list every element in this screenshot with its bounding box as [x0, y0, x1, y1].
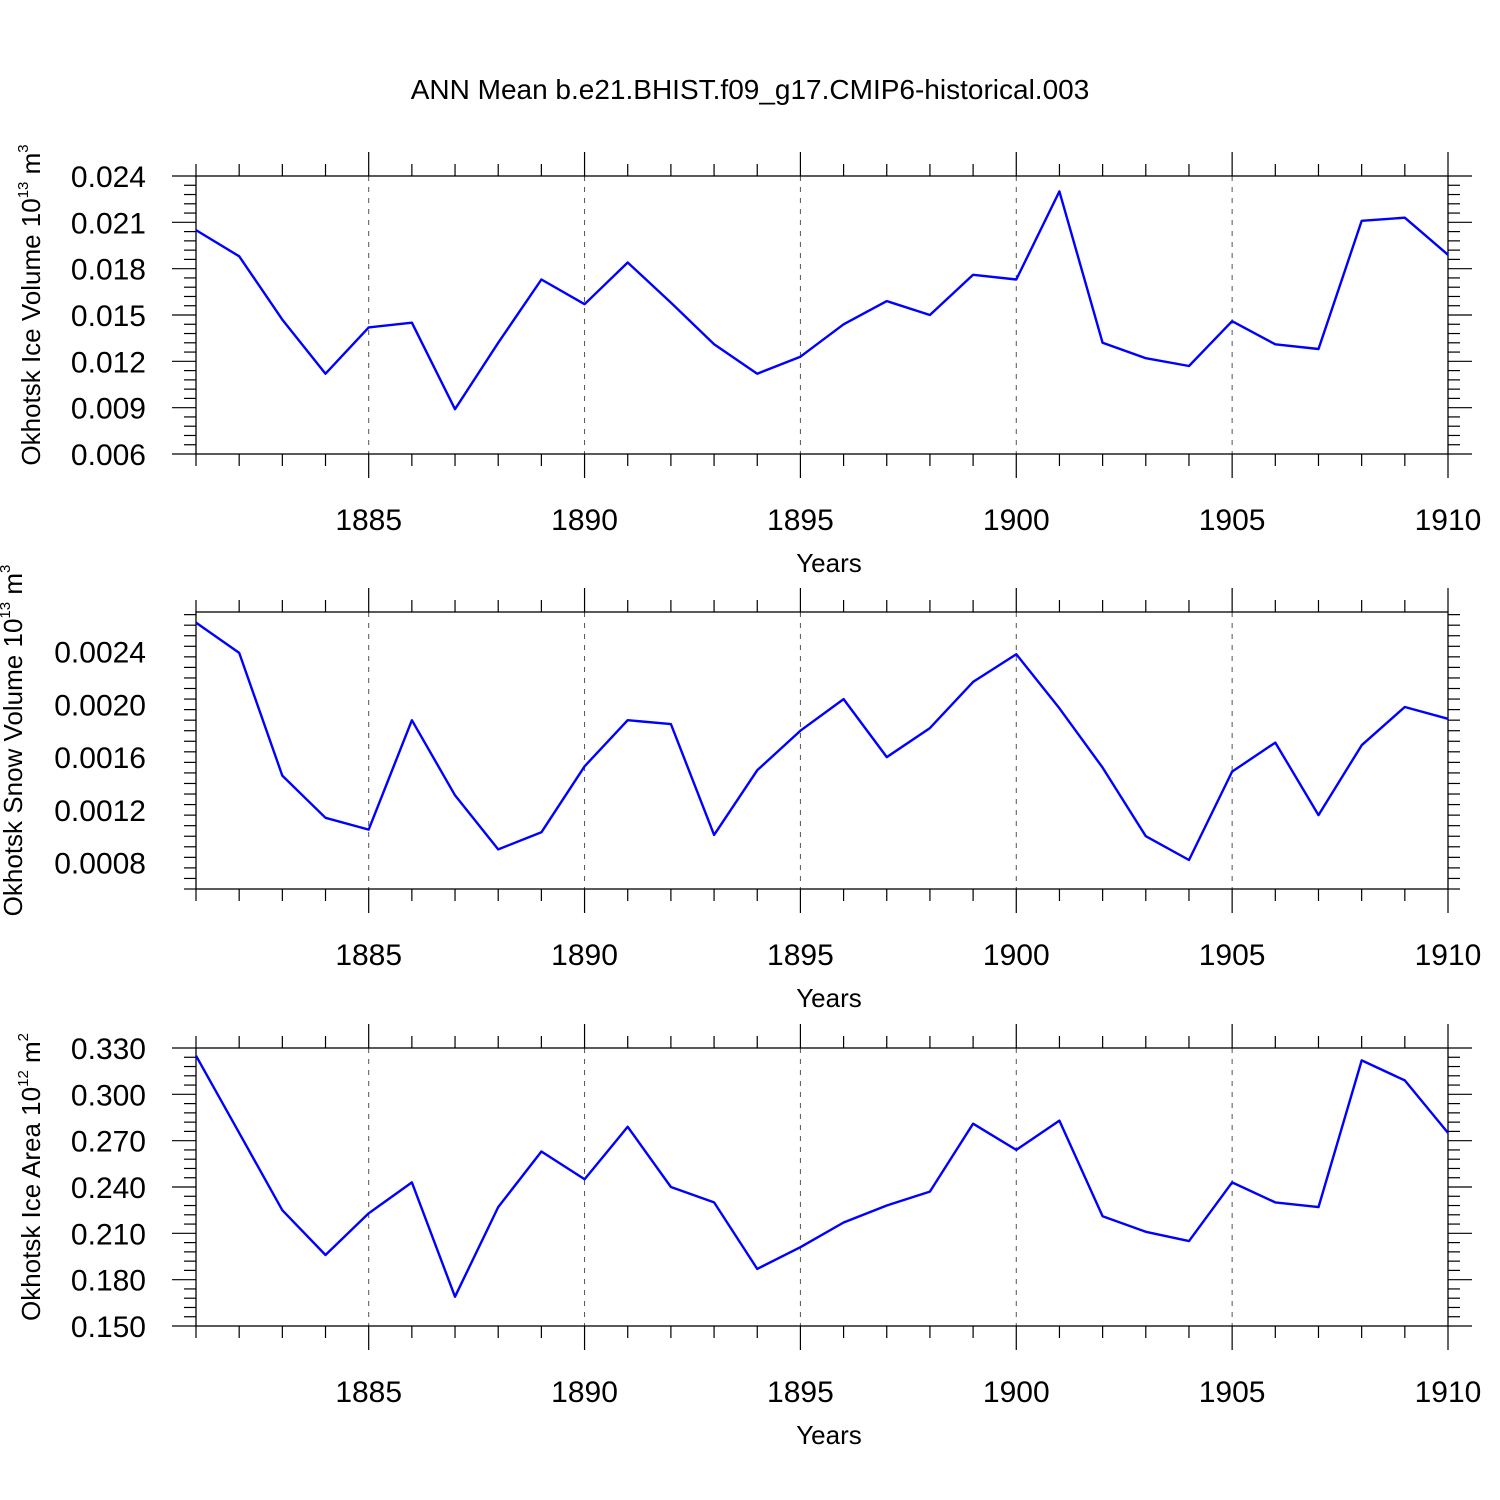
x-tick-label: 1910: [1415, 504, 1482, 537]
x-tick-label: 1890: [551, 504, 618, 537]
y-unit-base: 10: [16, 1087, 46, 1116]
y-tick-label: 0.210: [71, 1218, 146, 1251]
y-axis-title: Okhotsk Ice Volume 1013 m3: [15, 144, 46, 465]
y-axis-label: Okhotsk Ice Volume: [16, 227, 46, 465]
plot-frame: [195, 611, 1449, 890]
y-tick-label: 0.0016: [54, 742, 146, 775]
y-tick-label: 0.330: [71, 1033, 146, 1066]
x-tick-label: 1905: [1199, 1376, 1266, 1409]
x-tick-label: 1900: [983, 504, 1050, 537]
y-tick-label: 0.0008: [54, 848, 146, 881]
y-unit: m: [0, 573, 28, 602]
x-axis-title: Years: [796, 983, 862, 1013]
panel-2: 1885 1890 1895 1900 1905 1910 0.0008 0.0012 0.00…: [0, 565, 1481, 1013]
y-tick-label: 0.0020: [54, 689, 146, 722]
x-tick-label: 1900: [983, 939, 1050, 972]
y-tick-label: 0.006: [71, 439, 146, 472]
x-tick-label: 1885: [335, 504, 402, 537]
y-tick-label: 0.0024: [54, 637, 146, 670]
x-tick-label: 1890: [551, 939, 618, 972]
x-tick-label: 1905: [1199, 939, 1266, 972]
y-tick-label: 0.270: [71, 1126, 146, 1159]
x-tick-label: 1910: [1415, 1376, 1482, 1409]
y-tick-label: 0.009: [71, 393, 146, 426]
y-tick-label: 0.240: [71, 1172, 146, 1205]
y-tick-label: 0.012: [71, 346, 146, 379]
y-unit-power: 3: [15, 144, 32, 152]
x-axis-title: Years: [796, 1420, 862, 1450]
y-axis-title: Okhotsk Snow Volume 1013 m3: [0, 565, 28, 917]
y-unit-base: 10: [0, 619, 28, 648]
x-tick-label: 1885: [335, 1376, 402, 1409]
y-tick-label: 0.300: [71, 1079, 146, 1112]
series-line: [195, 621, 1449, 862]
y-tick-label: 0.0012: [54, 795, 146, 828]
panel-3: 1885 1890 1895 1900 1905 1910 0.150 0.180 0.210 0…: [15, 1024, 1481, 1450]
y-axis-label: Okhotsk Ice Area: [16, 1116, 46, 1321]
y-tick-label: 0.024: [71, 161, 146, 194]
series-line: [194, 1055, 1449, 1298]
series-line: [195, 190, 1449, 411]
y-tick-label: 0.150: [71, 1311, 146, 1344]
y-tick-label: 0.015: [71, 300, 146, 333]
y-unit: m: [16, 153, 46, 182]
y-unit-exponent: 12: [15, 1070, 32, 1087]
x-tick-label: 1895: [767, 939, 834, 972]
plot-frame: [195, 1047, 1449, 1327]
y-unit-power: 2: [15, 1033, 32, 1041]
x-tick-label: 1905: [1199, 504, 1266, 537]
y-unit: m: [16, 1041, 46, 1070]
plot-frame: [195, 175, 1449, 455]
y-tick-label: 0.021: [71, 207, 146, 240]
y-axis-title: Okhotsk Ice Area 1012 m2: [15, 1033, 46, 1321]
y-tick-label: 0.018: [71, 254, 146, 287]
x-axis-title: Years: [796, 548, 862, 578]
x-tick-label: 1895: [767, 1376, 834, 1409]
panel-1: 1885 1890 1895 1900 1905 1910 0.006 0.009 0.012 0…: [15, 144, 1481, 578]
x-tick-label: 1900: [983, 1376, 1050, 1409]
y-unit-power: 3: [0, 565, 14, 573]
y-unit-exponent: 13: [0, 602, 14, 619]
x-tick-label: 1910: [1415, 939, 1482, 972]
y-unit-exponent: 13: [15, 182, 32, 199]
x-tick-label: 1885: [335, 939, 402, 972]
y-axis-label: Okhotsk Snow Volume: [0, 648, 28, 917]
y-unit-base: 10: [16, 198, 46, 227]
x-tick-label: 1895: [767, 504, 834, 537]
chart-title: ANN Mean b.e21.BHIST.f09_g17.CMIP6-histo…: [411, 74, 1090, 105]
y-tick-label: 0.180: [71, 1265, 146, 1298]
chart-panels: 1885 1890 1895 1900 1905 1910 0.006 0.009 0.012 0…: [0, 144, 1481, 1450]
x-tick-label: 1890: [551, 1376, 618, 1409]
